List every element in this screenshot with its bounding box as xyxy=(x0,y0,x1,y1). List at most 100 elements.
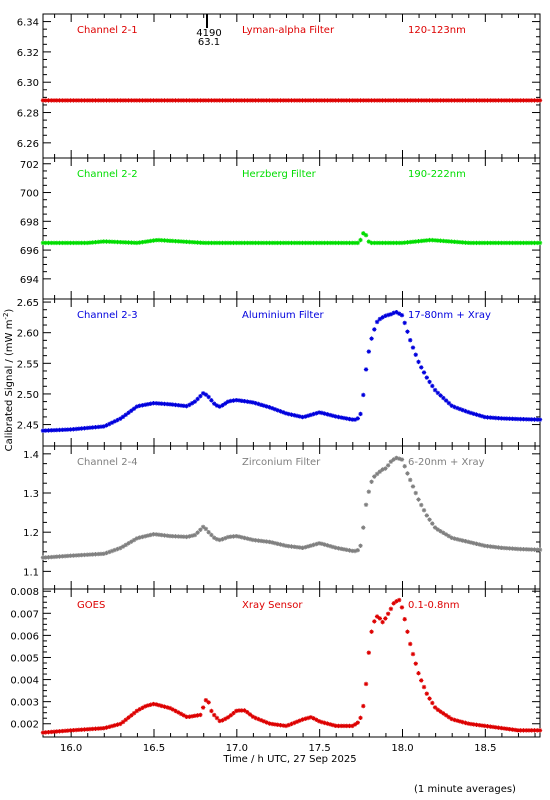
data-point xyxy=(253,400,258,406)
data-point xyxy=(471,411,476,416)
data-point xyxy=(474,412,479,417)
y-tick-label: 702 xyxy=(20,160,39,171)
y-tick-label: 696 xyxy=(20,246,39,257)
data-point xyxy=(228,534,233,539)
data-point xyxy=(341,98,347,103)
data-point xyxy=(181,98,187,103)
data-point xyxy=(120,240,126,245)
data-point xyxy=(438,709,443,714)
data-point xyxy=(350,723,355,729)
data-point xyxy=(449,239,454,244)
data-point xyxy=(82,727,87,732)
data-point xyxy=(198,240,203,245)
data-point xyxy=(432,525,438,530)
data-point xyxy=(145,533,151,538)
data-point xyxy=(512,416,518,422)
data-point xyxy=(504,546,510,551)
data-point xyxy=(419,238,424,244)
data-point xyxy=(165,98,170,103)
data-point xyxy=(430,383,435,389)
data-point xyxy=(192,98,198,103)
data-point xyxy=(206,394,211,400)
data-point xyxy=(452,536,457,541)
data-point xyxy=(466,721,471,726)
data-point xyxy=(501,240,507,246)
data-point xyxy=(46,98,51,103)
data-point xyxy=(281,240,286,246)
data-point xyxy=(57,427,62,433)
data-point xyxy=(327,722,333,727)
data-point xyxy=(327,412,333,418)
data-point xyxy=(234,397,239,403)
channel-label: Channel 2-3 xyxy=(77,310,138,321)
data-point xyxy=(327,240,333,246)
data-point xyxy=(474,98,479,103)
data-point xyxy=(488,415,493,420)
y-tick-label: 0.004 xyxy=(10,676,39,687)
data-point xyxy=(319,240,325,246)
data-point xyxy=(388,240,394,246)
series-5 xyxy=(40,597,543,735)
data-point xyxy=(62,553,68,559)
data-point xyxy=(372,327,377,332)
data-point xyxy=(187,402,192,408)
data-point xyxy=(165,533,170,538)
data-point xyxy=(499,98,504,103)
data-point xyxy=(250,240,256,246)
data-point xyxy=(247,399,253,405)
data-point xyxy=(399,240,405,246)
data-point xyxy=(446,400,452,406)
data-point xyxy=(120,544,126,549)
data-point xyxy=(419,502,424,508)
data-point xyxy=(355,416,360,421)
data-point xyxy=(112,239,117,245)
data-point xyxy=(242,399,247,404)
data-point xyxy=(236,98,242,103)
data-point xyxy=(126,98,131,103)
data-point xyxy=(60,554,65,559)
data-point xyxy=(402,240,407,245)
data-point xyxy=(40,98,46,103)
data-point xyxy=(385,611,391,616)
data-point xyxy=(278,722,283,728)
data-point xyxy=(112,723,117,728)
data-point xyxy=(60,240,65,246)
data-point xyxy=(515,546,521,552)
data-point xyxy=(40,240,46,246)
data-point xyxy=(118,721,123,727)
series-2 xyxy=(40,231,543,246)
filter-label: Zirconium Filter xyxy=(242,457,321,468)
data-point xyxy=(203,526,209,532)
y-tick-label: 1.4 xyxy=(23,450,39,461)
data-point xyxy=(308,412,314,418)
data-point xyxy=(82,98,87,103)
data-point xyxy=(68,728,73,733)
data-point xyxy=(294,544,300,550)
data-point xyxy=(239,98,244,103)
data-point xyxy=(496,725,501,730)
data-point xyxy=(211,712,217,718)
data-point xyxy=(256,401,261,407)
data-point xyxy=(311,542,316,548)
data-point xyxy=(167,98,173,103)
data-point xyxy=(369,240,374,246)
data-point xyxy=(90,240,95,245)
data-point xyxy=(294,719,300,724)
data-point xyxy=(261,719,267,724)
data-point xyxy=(350,548,355,554)
data-point xyxy=(60,728,65,734)
data-point xyxy=(504,98,510,103)
data-point xyxy=(65,553,71,559)
data-point xyxy=(109,548,115,554)
x-tick-label: 17.5 xyxy=(309,743,331,754)
data-point xyxy=(101,551,106,556)
data-point xyxy=(120,98,126,103)
data-point xyxy=(369,629,374,634)
data-point xyxy=(410,239,416,245)
data-point xyxy=(76,553,82,558)
data-point xyxy=(195,98,200,103)
data-point xyxy=(515,240,521,246)
data-point xyxy=(73,553,79,558)
data-point xyxy=(479,240,485,246)
data-point xyxy=(347,240,352,246)
